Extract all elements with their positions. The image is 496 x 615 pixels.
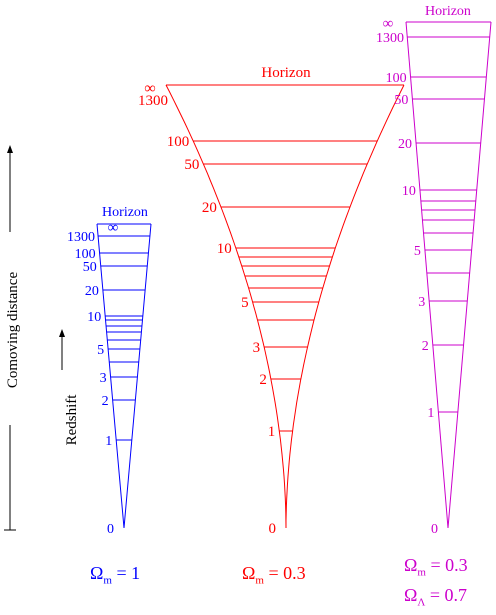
redshift-label-z3: 3 <box>253 340 261 356</box>
cone-outline <box>405 21 492 529</box>
infinity-label: ∞ <box>383 16 394 32</box>
redshift-label-z20: 20 <box>398 137 412 152</box>
redshift-label-z100: 100 <box>167 134 190 150</box>
redshift-label-z1: 1 <box>105 434 112 449</box>
redshift-label-z50: 50 <box>184 157 199 173</box>
redshift-label-z1300: 1300 <box>67 230 95 245</box>
comoving-distance-axis: Comoving distance <box>4 145 21 531</box>
param-omega-m-red: Ωm = 0.3 <box>242 563 306 587</box>
param-subscript: m <box>417 566 426 579</box>
redshift-label-z3: 3 <box>418 295 425 310</box>
comoving-distance-label: Comoving distance <box>5 272 21 389</box>
redshift-label-z10: 10 <box>87 310 101 325</box>
redshift-axis: Redshift <box>59 329 80 445</box>
redshift-label-z0: 0 <box>269 521 277 537</box>
cone-omega-m-0.3-lambda-0.7: Horizon ∞ 0 1 2 3 5 10 20 50 100 1300 <box>376 4 492 537</box>
redshift-label-z2: 2 <box>422 339 429 354</box>
redshift-label-z2: 2 <box>102 394 109 409</box>
redshift-label-z1: 1 <box>268 424 276 440</box>
redshift-label-z100: 100 <box>75 247 96 262</box>
redshift-label-z100: 100 <box>386 71 407 86</box>
redshift-label-z10: 10 <box>217 241 232 257</box>
redshift-label-z5: 5 <box>414 244 421 259</box>
infinity-label: ∞ <box>144 80 155 97</box>
cone-outline <box>96 223 152 529</box>
param-subscript: m <box>103 574 112 587</box>
param-value: = 1 <box>116 563 141 583</box>
redshift-label-z5: 5 <box>97 343 104 358</box>
redshift-label: Redshift <box>64 394 80 446</box>
param-omega-m-blue: Ωm = 1 <box>90 563 141 587</box>
cone-outline <box>165 84 405 529</box>
redshift-label-z3: 3 <box>100 371 107 386</box>
infinity-label: ∞ <box>108 220 119 236</box>
redshift-label-z1: 1 <box>427 406 434 421</box>
redshift-label-z10: 10 <box>402 184 416 199</box>
param-value: = 0.3 <box>430 555 468 575</box>
param-value: = 0.3 <box>268 563 306 583</box>
horizon-label: Horizon <box>102 205 148 220</box>
param-subscript: Λ <box>417 596 426 609</box>
horizon-label: Horizon <box>425 4 471 19</box>
redshift-label-z0: 0 <box>107 522 114 537</box>
redshift-label-z5: 5 <box>241 295 249 311</box>
redshift-label-z1300: 1300 <box>376 31 404 46</box>
redshift-label-z0: 0 <box>431 522 438 537</box>
redshift-label-z1300: 1300 <box>138 93 168 109</box>
redshift-label-z20: 20 <box>202 200 217 216</box>
param-omega-lambda-magenta: ΩΛ = 0.7 <box>404 585 468 609</box>
redshift-label-z50: 50 <box>394 93 408 108</box>
horizon-label: Horizon <box>261 65 311 81</box>
param-value: = 0.7 <box>429 585 468 605</box>
param-omega-m-magenta: Ωm = 0.3 <box>404 555 468 579</box>
redshift-label-z50: 50 <box>83 260 97 275</box>
param-subscript: m <box>255 574 264 587</box>
cone-omega-m-0.3: Horizon ∞ 0 1 2 3 5 10 20 50 100 1300 <box>138 65 405 537</box>
redshift-label-z2: 2 <box>259 372 267 388</box>
redshift-label-z20: 20 <box>85 284 99 299</box>
